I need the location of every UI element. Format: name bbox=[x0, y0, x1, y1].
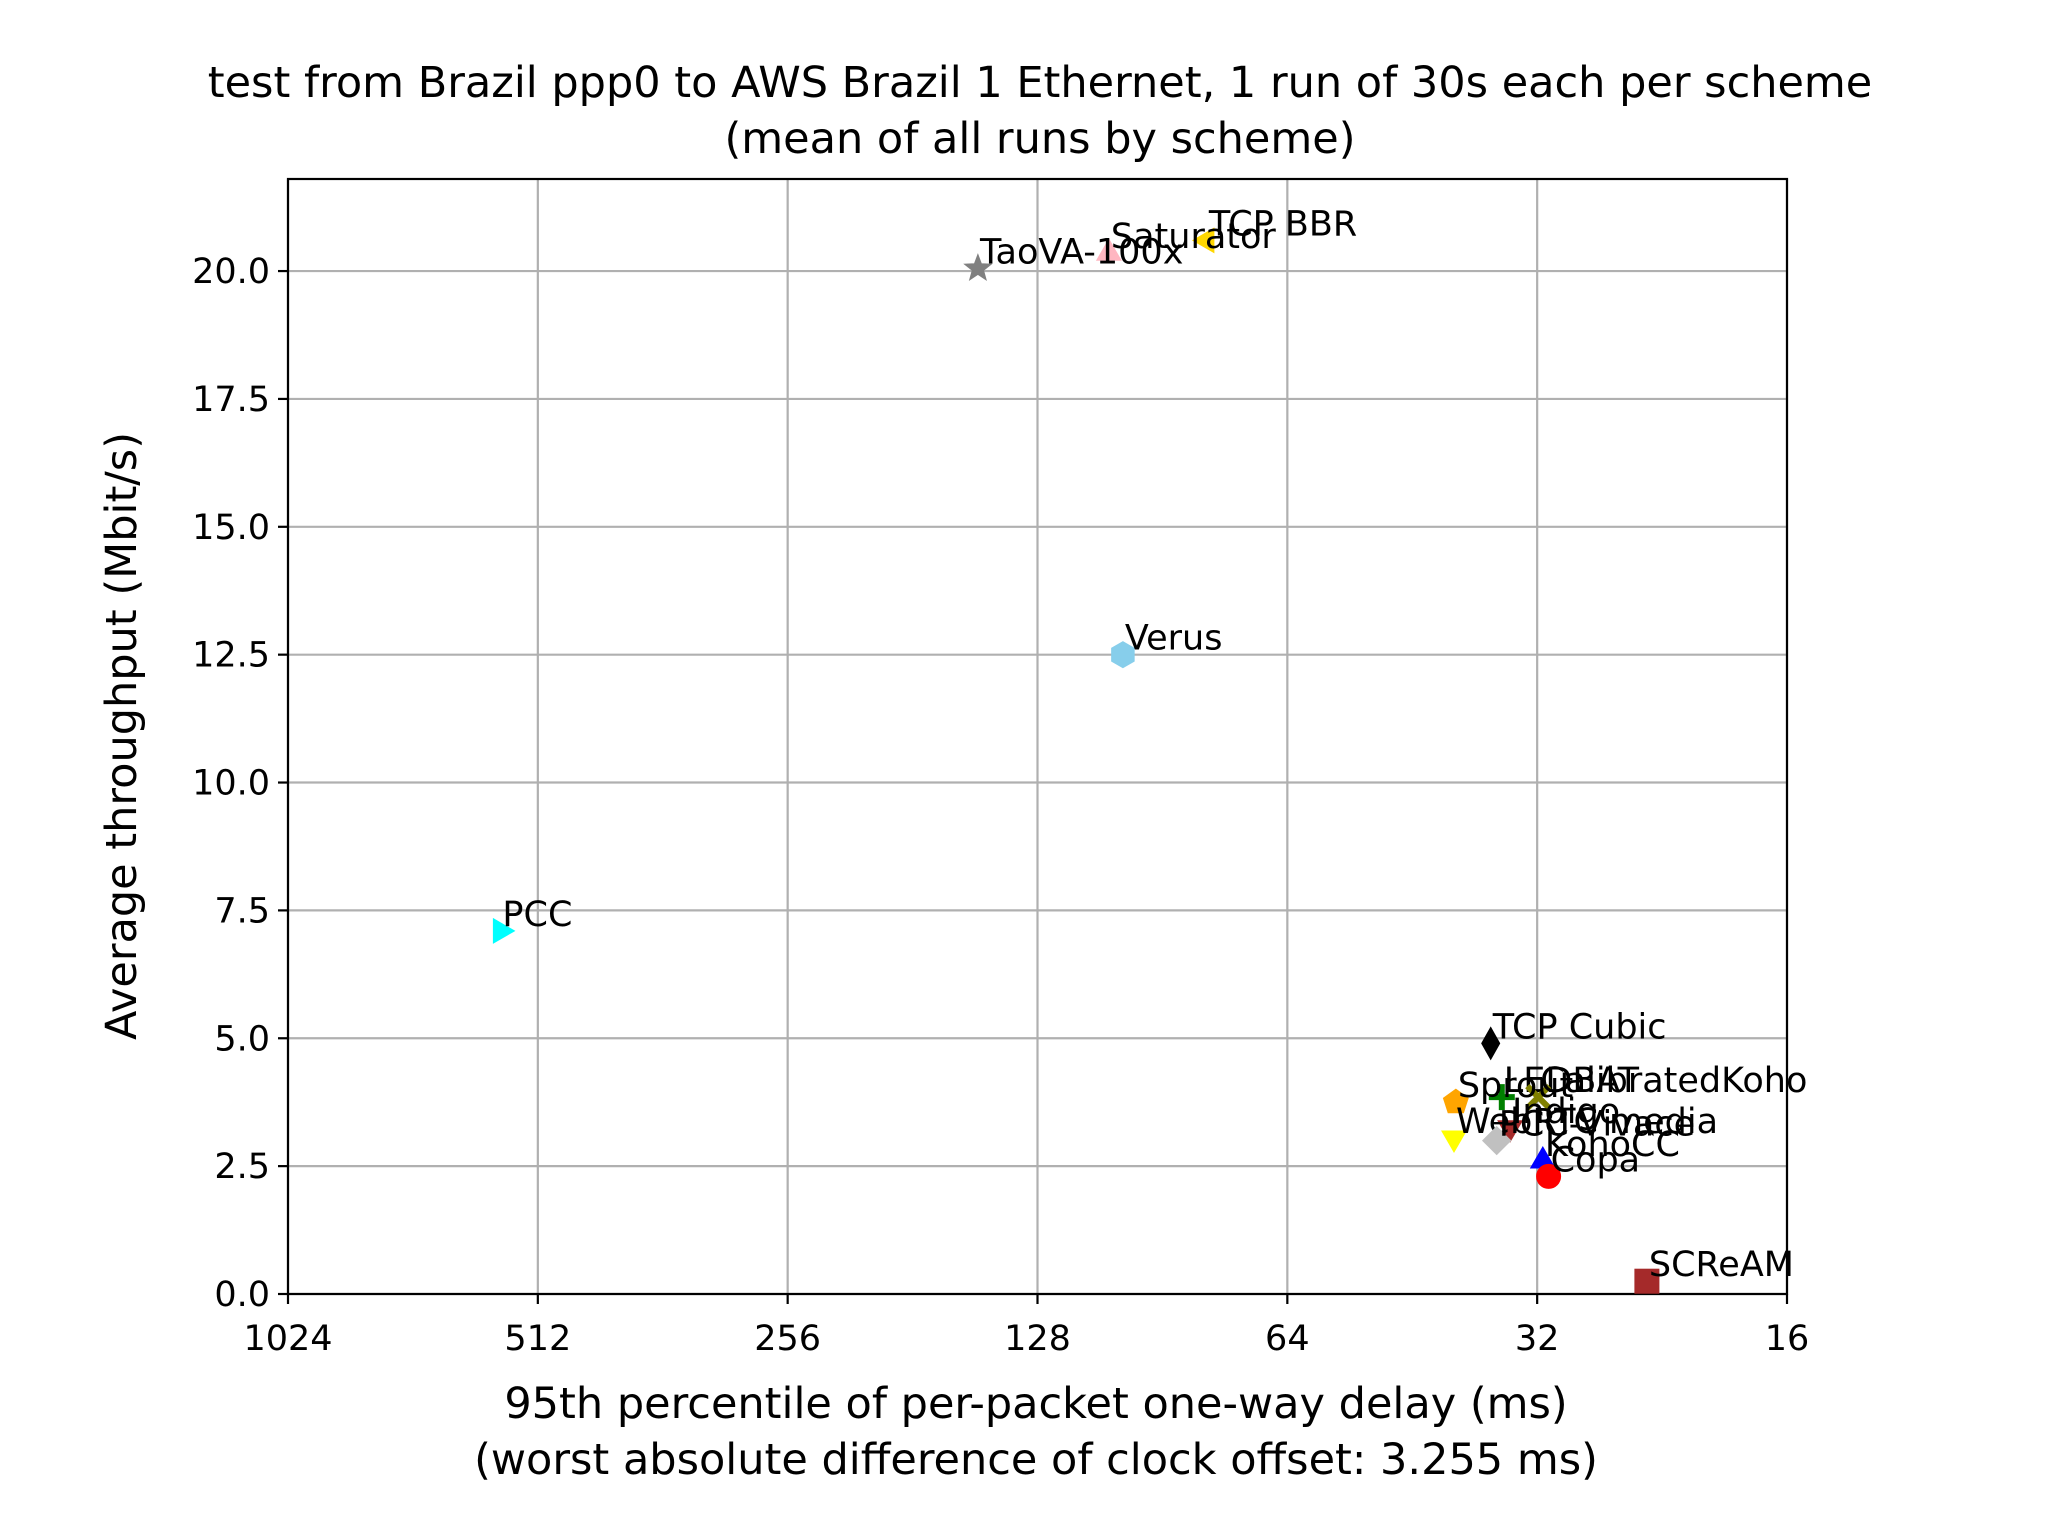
data-point bbox=[1488, 1084, 1515, 1111]
point-label: PCC-Vivace bbox=[1499, 1105, 1695, 1145]
point-marker bbox=[1111, 641, 1135, 669]
point-label: LEDBAT bbox=[1504, 1061, 1640, 1101]
data-point bbox=[1525, 1083, 1552, 1111]
axis-ticks: 1024 512 256 128 64 32 16 0.0 2.5 5.0 7.5 10.0 12.5 1… bbox=[192, 252, 1809, 1359]
point-label: CalibratedKoho bbox=[1540, 1061, 1807, 1101]
point-marker bbox=[963, 253, 993, 281]
point-marker bbox=[1095, 238, 1122, 261]
point-marker bbox=[492, 917, 516, 944]
data-point bbox=[1442, 1088, 1469, 1114]
point-marker bbox=[1497, 1120, 1524, 1143]
point-label: Indigo bbox=[1512, 1092, 1620, 1132]
point-label: PCC bbox=[502, 895, 572, 935]
data-point bbox=[1481, 1125, 1512, 1156]
x-tick-label: 32 bbox=[1515, 1319, 1560, 1359]
point-label: KohoCC bbox=[1545, 1125, 1680, 1165]
data-point bbox=[1497, 1120, 1524, 1143]
point-marker bbox=[1441, 1130, 1467, 1154]
data-point bbox=[1111, 641, 1135, 669]
data-point bbox=[1536, 1163, 1562, 1189]
data-point bbox=[1481, 1026, 1501, 1061]
point-marker bbox=[1525, 1083, 1552, 1111]
data-point bbox=[492, 917, 516, 944]
point-label: Saturator bbox=[1111, 217, 1277, 257]
point-marker bbox=[1634, 1268, 1660, 1294]
x-tick-label: 256 bbox=[754, 1319, 821, 1359]
chart-subtitle: (mean of all runs by scheme) bbox=[725, 114, 1356, 164]
point-marker bbox=[1488, 1084, 1515, 1111]
data-point bbox=[1191, 227, 1215, 254]
point-marker bbox=[1481, 1026, 1501, 1061]
point-marker bbox=[1536, 1163, 1562, 1189]
y-tick-label: 20.0 bbox=[192, 252, 270, 292]
x-tick-label: 64 bbox=[1265, 1319, 1310, 1359]
y-tick-label: 2.5 bbox=[214, 1147, 270, 1187]
data-point bbox=[1634, 1268, 1660, 1294]
y-tick-label: 7.5 bbox=[214, 891, 270, 931]
y-tick-label: 5.0 bbox=[214, 1019, 270, 1059]
point-marker bbox=[1442, 1088, 1469, 1114]
data-point bbox=[1441, 1130, 1467, 1154]
y-axis-label: Average throughput (Mbit/s) bbox=[97, 432, 147, 1040]
y-tick-label: 0.0 bbox=[214, 1275, 270, 1315]
point-marker bbox=[1191, 227, 1215, 254]
point-label: SCReAM bbox=[1649, 1245, 1794, 1285]
point-label: TCP BBR bbox=[1208, 204, 1357, 244]
x-tick-label: 1024 bbox=[243, 1319, 332, 1359]
grid-lines bbox=[286, 179, 1789, 1296]
data-point bbox=[963, 253, 993, 281]
x-axis-note: (worst absolute difference of clock offs… bbox=[474, 1435, 1598, 1485]
point-label: Verus bbox=[1125, 619, 1223, 659]
point-marker bbox=[1481, 1125, 1512, 1156]
y-tick-label: 17.5 bbox=[192, 380, 270, 420]
y-tick-label: 15.0 bbox=[192, 508, 270, 548]
y-tick-label: 12.5 bbox=[192, 636, 270, 676]
y-tick-label: 10.0 bbox=[192, 764, 270, 804]
point-label: TCP Cubic bbox=[1492, 1007, 1667, 1047]
chart-title: test from Brazil ppp0 to AWS Brazil 1 Et… bbox=[208, 58, 1873, 108]
x-tick-label: 512 bbox=[504, 1319, 571, 1359]
point-label: Copa bbox=[1551, 1140, 1641, 1180]
point-label: TaoVA-100x bbox=[979, 233, 1183, 273]
x-axis-label: 95th percentile of per-packet one-way de… bbox=[504, 1379, 1567, 1429]
x-tick-label: 16 bbox=[1765, 1319, 1810, 1359]
data-point bbox=[1095, 238, 1122, 261]
point-label: Sprout bbox=[1458, 1066, 1573, 1106]
x-tick-label: 128 bbox=[1004, 1319, 1071, 1359]
